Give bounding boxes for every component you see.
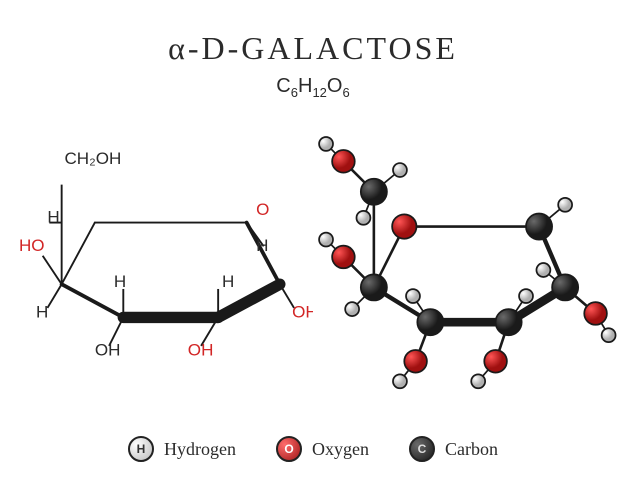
atom-h — [393, 163, 407, 177]
atom-label: OH — [292, 302, 313, 321]
atom-o — [332, 246, 355, 269]
atom-h — [319, 233, 333, 247]
atom-c — [361, 179, 387, 205]
atom-label: O — [256, 200, 269, 219]
legend-ball-icon: C — [409, 436, 435, 462]
atom-label: H — [256, 236, 268, 255]
atom-c — [417, 309, 443, 335]
atom-o — [484, 350, 507, 373]
atom-label: HO — [19, 236, 45, 255]
legend-label: Oxygen — [312, 439, 369, 460]
atom-label: H — [114, 272, 126, 291]
ballstick-panel — [313, 110, 626, 430]
atom-label: OH — [188, 340, 214, 359]
atom-h — [406, 289, 420, 303]
atom-c — [526, 213, 552, 239]
atom-h — [602, 328, 616, 342]
atom-h — [345, 302, 359, 316]
atom-o — [392, 214, 416, 238]
legend-ball-icon: O — [276, 436, 302, 462]
legend: H Hydrogen O Oxygen C Carbon — [0, 436, 626, 462]
atom-o — [404, 350, 427, 373]
legend-label: Carbon — [445, 439, 498, 460]
atom-label: H — [47, 208, 59, 227]
legend-item-carbon: C Carbon — [409, 436, 498, 462]
atom-label: CH₂OH — [64, 149, 121, 168]
atom-o — [584, 302, 607, 325]
atom-h — [356, 211, 370, 225]
atom-label: OH — [95, 340, 121, 359]
skeletal-panel: OCH₂OHHOHHOHHOHHOHH — [0, 110, 313, 430]
atom-h — [471, 374, 485, 388]
molecular-formula: C6H12O6 — [0, 75, 626, 100]
atom-o — [332, 150, 355, 173]
atom-h — [536, 263, 550, 277]
atom-h — [393, 374, 407, 388]
ring-bond — [62, 223, 95, 285]
atom-c — [496, 309, 522, 335]
legend-ball-icon: H — [128, 436, 154, 462]
ballstick-diagram — [313, 110, 626, 430]
sub-bond — [47, 284, 61, 308]
sub-bond — [43, 256, 62, 284]
atom-label: H — [222, 272, 234, 291]
skeletal-diagram: OCH₂OHHOHHOHHOHHOHH — [0, 110, 313, 430]
atom-c — [361, 274, 387, 300]
atom-c — [552, 274, 578, 300]
atom-h — [558, 198, 572, 212]
atom-h — [519, 289, 533, 303]
title: α-D-GALACTOSE — [0, 0, 626, 67]
legend-label: Hydrogen — [164, 439, 236, 460]
legend-item-oxygen: O Oxygen — [276, 436, 369, 462]
legend-item-hydrogen: H Hydrogen — [128, 436, 236, 462]
atom-label: H — [36, 302, 48, 321]
atom-h — [319, 137, 333, 151]
